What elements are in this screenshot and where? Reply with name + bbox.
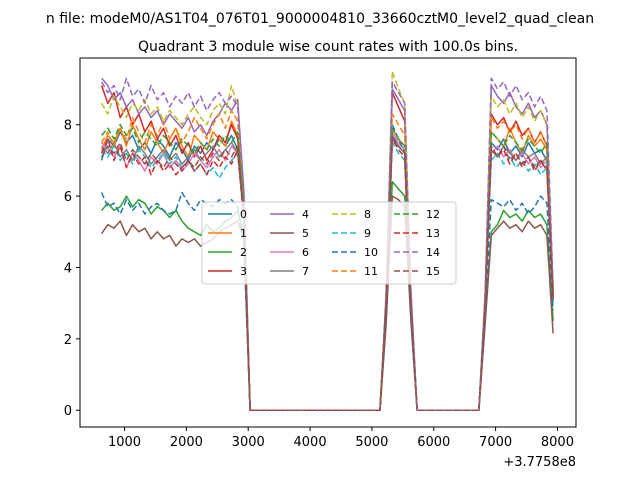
x-tick-label: 5000: [355, 435, 388, 450]
legend-box: [201, 201, 457, 285]
y-tick-label: 2: [64, 333, 72, 348]
legend-label-0: 0: [240, 208, 247, 221]
y-tick-label: 6: [64, 190, 72, 205]
legend-label-6: 6: [302, 246, 309, 259]
legend-label-14: 14: [426, 246, 440, 259]
figure-suptitle: n file: modeM0/AS1T04_076T01_9000004810_…: [46, 11, 594, 27]
x-tick-label: 7000: [479, 435, 512, 450]
legend-label-7: 7: [302, 265, 309, 278]
y-axis: 0 2 4 6 8: [64, 119, 80, 419]
y-tick-label: 0: [64, 404, 72, 419]
x-tick-label: 8000: [541, 435, 574, 450]
legend-label-13: 13: [426, 227, 440, 240]
legend-label-3: 3: [240, 265, 247, 278]
legend-label-2: 2: [240, 246, 247, 259]
legend-label-4: 4: [302, 208, 309, 221]
y-tick-label: 4: [64, 261, 72, 276]
x-axis-offset-label: +3.7758e8: [503, 455, 576, 470]
series-layer: [100, 70, 554, 411]
x-axis: 1000 2000 3000 4000 5000 6000 7000 8000: [108, 427, 574, 450]
chart-title: Quadrant 3 module wise count rates with …: [138, 39, 518, 55]
series-line-15: [100, 134, 554, 411]
legend-label-1: 1: [240, 227, 247, 240]
x-tick-label: 6000: [417, 435, 450, 450]
legend-label-12: 12: [426, 208, 440, 221]
x-tick-label: 1000: [108, 435, 141, 450]
y-tick-label: 8: [64, 119, 72, 134]
legend-label-11: 11: [364, 265, 378, 278]
legend-label-9: 9: [364, 227, 371, 240]
x-tick-label: 3000: [232, 435, 265, 450]
plot-frame: [79, 57, 577, 428]
x-tick-label: 2000: [170, 435, 203, 450]
legend-label-15: 15: [426, 265, 440, 278]
legend-label-5: 5: [302, 227, 309, 240]
plot-area: [79, 57, 577, 428]
legend-label-8: 8: [364, 208, 371, 221]
legend-label-10: 10: [364, 246, 378, 259]
x-tick-label: 4000: [294, 435, 327, 450]
